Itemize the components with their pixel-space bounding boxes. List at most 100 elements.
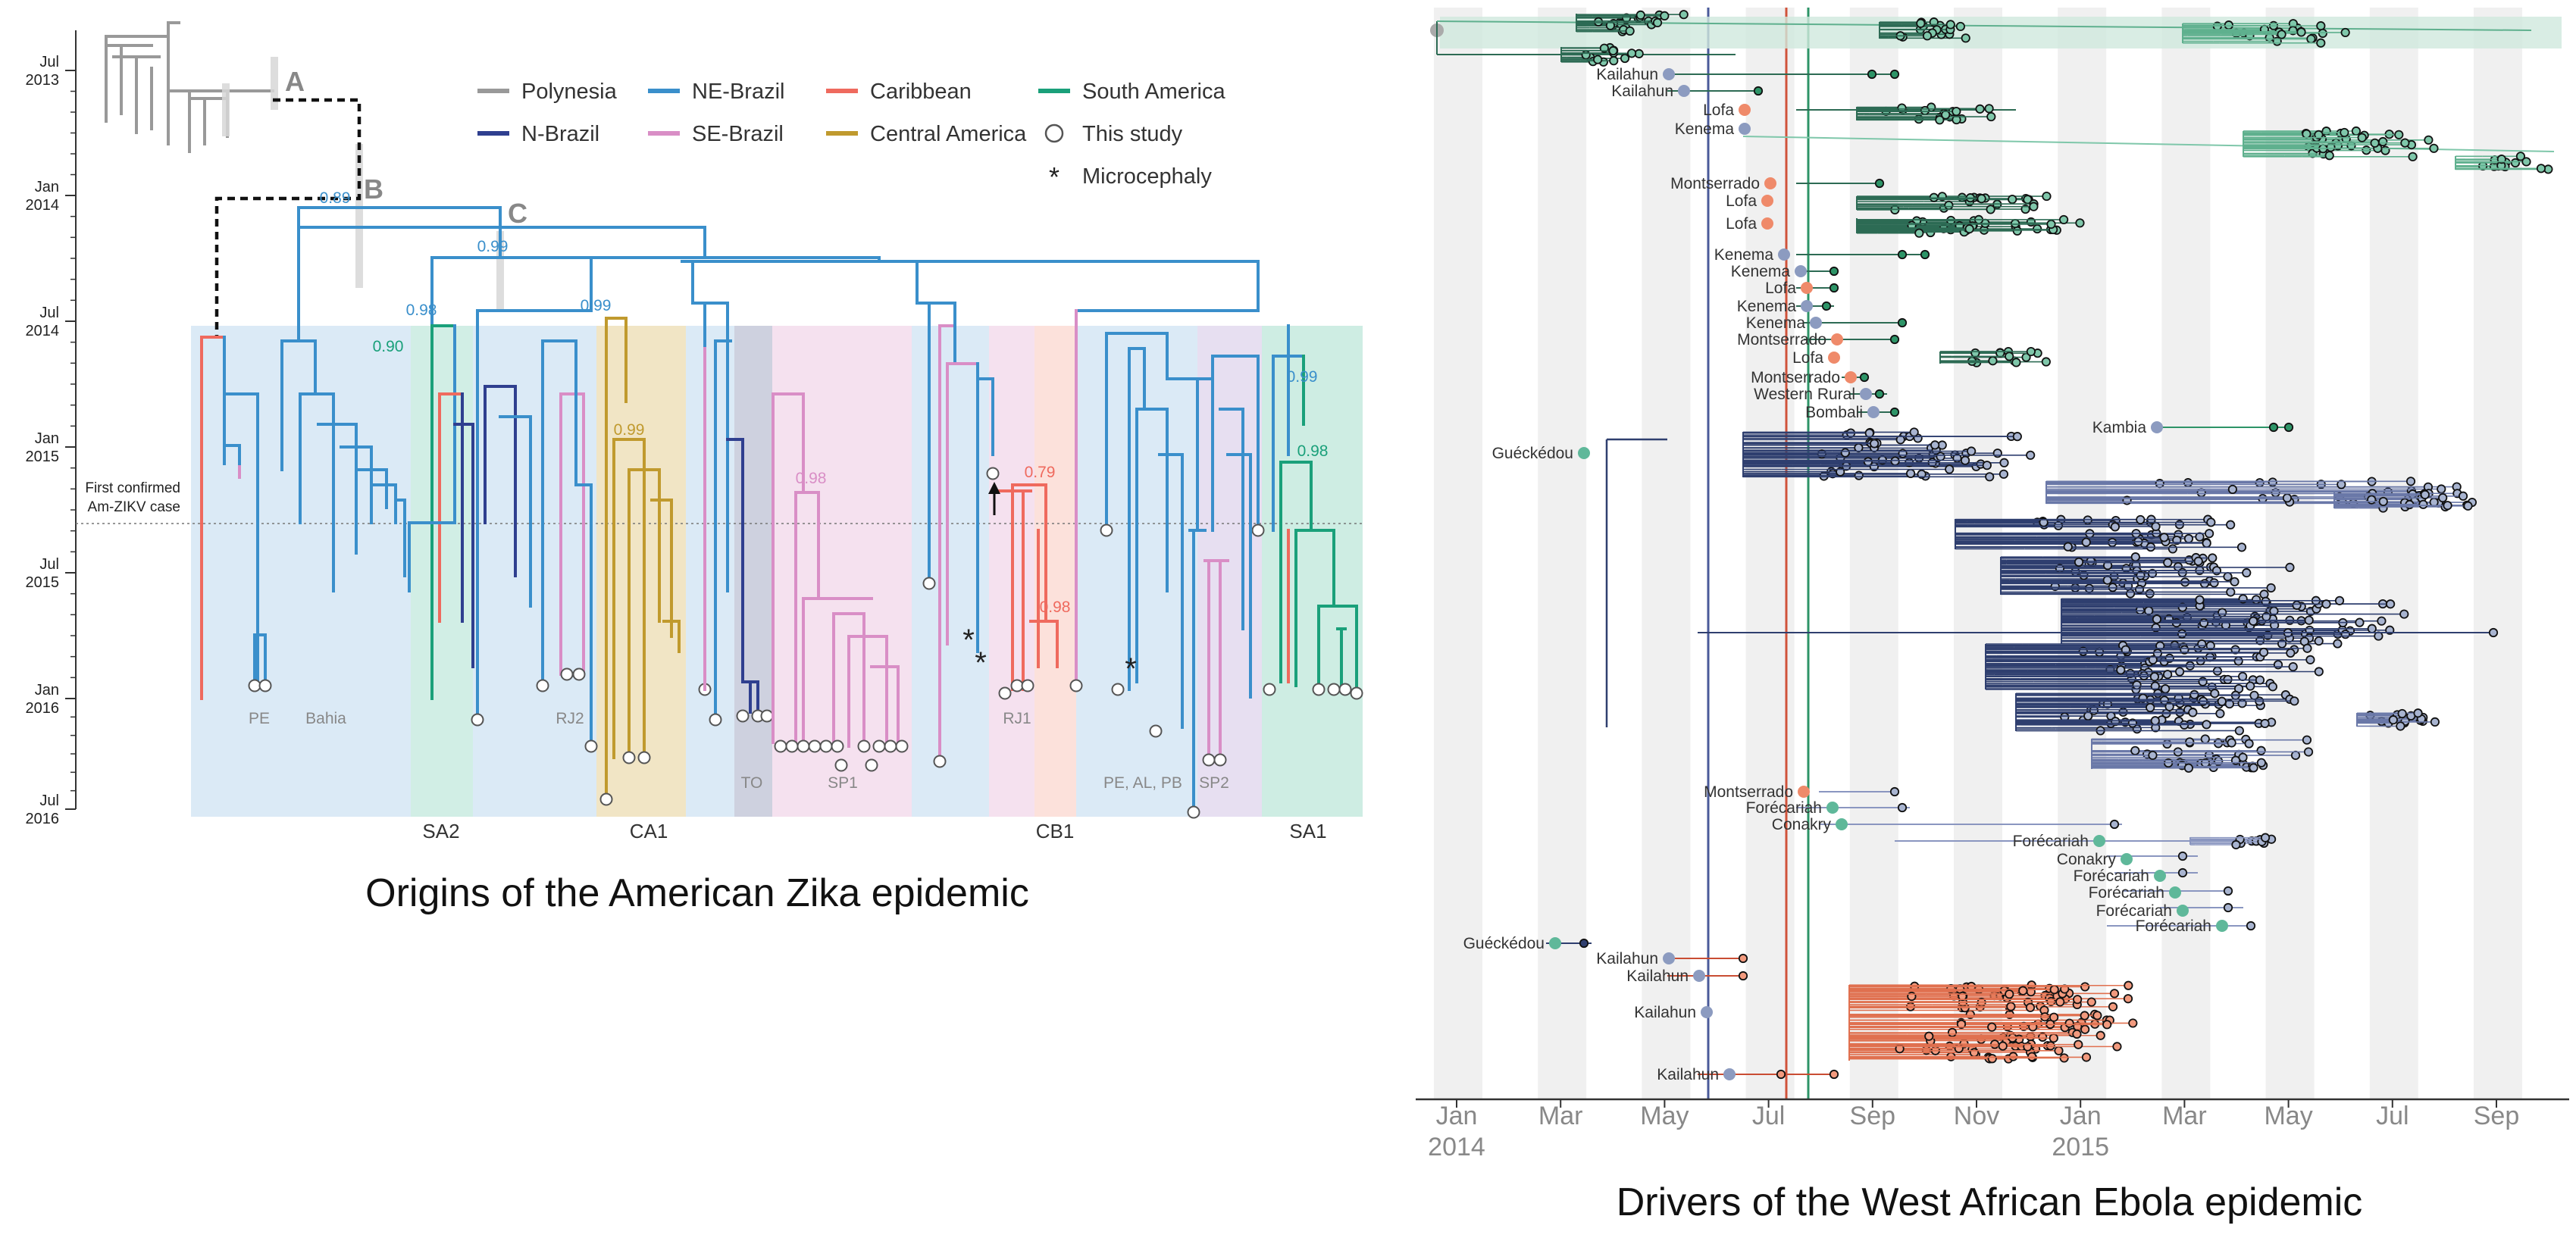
cluster-tip <box>2159 696 2170 705</box>
cluster-tip <box>2006 1002 2016 1011</box>
cluster-tip <box>2195 595 2205 605</box>
support-value: 0.98 <box>796 470 827 487</box>
location-label: Forécariah <box>1746 799 1822 817</box>
cluster-tip <box>2230 645 2240 655</box>
location-dot <box>2169 886 2181 899</box>
location-dot <box>1663 952 1675 964</box>
cluster-tip <box>1625 26 1635 36</box>
axis-tick-year: 2015 <box>26 574 60 591</box>
sample-tip <box>831 739 844 753</box>
tree-tip <box>1889 407 1900 417</box>
tree-tip <box>2177 867 2188 878</box>
location-label: Kenema <box>1737 298 1797 315</box>
cluster-tip <box>2413 708 2423 718</box>
cluster-tip <box>2429 143 2439 153</box>
cluster-tip <box>2183 763 2193 773</box>
cluster-tip <box>1660 11 1670 20</box>
month-stripes <box>1434 8 2522 1099</box>
legend-label: Polynesia <box>521 80 618 104</box>
tree-tip <box>2488 627 2499 638</box>
cluster-tip <box>1961 33 1970 43</box>
cluster-tip <box>2285 562 2295 573</box>
axis-month-label: Mar <box>1538 1102 1583 1130</box>
tree-tip <box>1776 1069 1786 1080</box>
cluster-tip <box>2210 689 2220 699</box>
cluster-tip <box>1977 194 1986 204</box>
sample-tip <box>572 667 586 681</box>
cluster-tip <box>2256 746 2266 755</box>
support-value: 0.90 <box>373 338 404 355</box>
cluster-tip <box>1920 105 1930 116</box>
cluster-tip <box>2059 1053 2069 1063</box>
axis-tick-year: 2014 <box>26 323 60 339</box>
cluster-tip <box>2149 672 2159 682</box>
tree-tip <box>1897 249 1908 260</box>
month-stripe <box>2369 8 2418 1099</box>
sample-tip <box>599 792 613 806</box>
cluster-tip <box>2092 1011 2102 1021</box>
axis-tick-month: Jul <box>39 54 59 70</box>
cluster-tip <box>1914 228 1924 238</box>
sample-tip <box>560 667 574 681</box>
cluster-tip <box>2202 720 2211 730</box>
sample-tip <box>736 709 750 723</box>
region-label: SP1 <box>828 774 858 792</box>
support-value: 0.98 <box>1040 599 1071 616</box>
axis-month-label: Jul <box>2376 1102 2409 1130</box>
month-stripe <box>2058 8 2107 1099</box>
cluster-tip <box>2282 493 2293 503</box>
cluster-tip <box>2378 136 2388 147</box>
cluster-tip <box>2260 718 2270 729</box>
location-dot <box>2151 421 2163 433</box>
support-value: 0.89 <box>320 189 351 207</box>
cluster-tip <box>2055 997 2065 1007</box>
cluster-tip <box>2227 484 2237 495</box>
lineage-cluster <box>2455 152 2553 174</box>
cluster-tip <box>2314 636 2324 646</box>
sample-tip <box>986 467 1000 480</box>
location-dot <box>1739 123 1751 135</box>
legend-label: This study <box>1082 122 1183 146</box>
location-dot <box>1663 68 1675 80</box>
location-dot <box>1678 85 1690 97</box>
cluster-tip <box>2227 738 2236 748</box>
cluster-tip <box>1984 104 1994 114</box>
cluster-tip <box>2302 735 2312 745</box>
cluster-tip <box>1924 1031 1934 1041</box>
backbone-dashed-branch <box>214 98 362 337</box>
cluster-tip <box>1905 468 1916 479</box>
lineage-cluster <box>1955 514 2247 554</box>
zika-panel-title: Origins of the American Zika epidemic <box>365 871 1029 915</box>
cluster-tip <box>1916 18 1926 28</box>
cluster-tip <box>2314 667 2324 677</box>
cluster-tip <box>2394 130 2404 139</box>
sample-tip <box>1213 753 1227 767</box>
sample-tip <box>1350 686 1363 700</box>
cluster-tip <box>2246 681 2255 691</box>
cluster-tip <box>2025 1002 2036 1012</box>
cluster-tip <box>2193 556 2203 566</box>
lineage-cluster <box>1856 102 1996 125</box>
lineage-cluster <box>1576 10 1689 36</box>
cluster-tip <box>2029 202 2039 211</box>
band-sa1 <box>1262 326 1363 817</box>
month-stripe <box>1538 8 1587 1099</box>
cluster-tip <box>2306 34 2316 44</box>
cluster-tip <box>1854 442 1864 453</box>
cluster-tip <box>2437 484 2446 494</box>
sample-tip <box>622 751 636 764</box>
cluster-tip <box>2521 157 2531 167</box>
cluster-tip <box>2038 1032 2048 1042</box>
cluster-tip <box>2302 129 2312 139</box>
cluster-tip <box>2163 558 2173 567</box>
cluster-tip <box>2288 661 2298 672</box>
location-dot <box>1867 406 1880 418</box>
cluster-tip <box>2188 708 2198 717</box>
cluster-tip <box>2132 680 2142 690</box>
cluster-tip <box>2333 639 2343 649</box>
region-label: Bahia <box>305 710 346 727</box>
sample-tip <box>884 739 897 753</box>
cluster-tip <box>2370 138 2380 148</box>
cluster-tip <box>1840 448 1850 458</box>
